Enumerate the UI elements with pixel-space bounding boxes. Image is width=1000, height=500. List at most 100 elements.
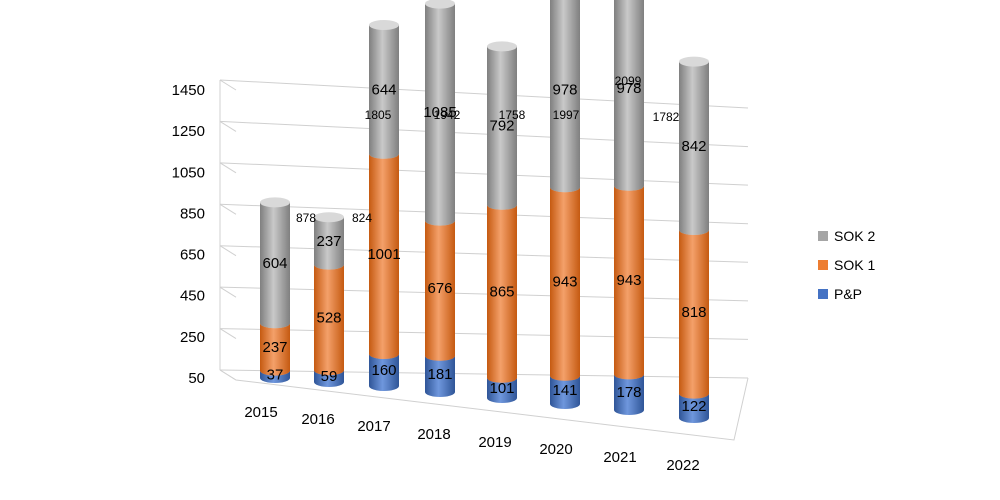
bar-segment-sok-1	[260, 323, 290, 376]
bar-cap	[369, 20, 399, 30]
y-tick-label: 450	[180, 288, 205, 305]
x-tick-label: 2016	[301, 411, 334, 428]
bar-segment-sok-2	[314, 217, 344, 270]
data-label: 181	[427, 366, 452, 383]
data-label: 237	[262, 339, 287, 356]
bar-segment-sok-1	[487, 204, 517, 383]
gridline-back	[219, 79, 749, 109]
data-label: 141	[552, 382, 577, 399]
gridline-side	[219, 79, 237, 91]
bar-segment-sok-1	[550, 187, 580, 381]
gridline-side	[219, 162, 237, 174]
data-labels: 37 237 604 59 528 237 160 1001 644 181 676 1085 101 8…	[262, 74, 706, 415]
data-label: 528	[316, 309, 341, 326]
data-label: 122	[681, 398, 706, 415]
bar-2020	[550, 0, 580, 409]
gridline-back	[219, 328, 749, 340]
bar-segment-sok-1	[614, 185, 644, 380]
gridline-back	[219, 369, 749, 379]
bar-2016	[314, 212, 344, 387]
data-label: 644	[371, 81, 396, 98]
data-label: 604	[262, 255, 287, 272]
x-tick-label: 2017	[357, 418, 390, 435]
total-label: 1782	[653, 110, 680, 124]
bar-2019	[487, 41, 517, 403]
data-label: 59	[321, 368, 338, 385]
gridline-side	[219, 245, 237, 257]
floor-outline	[219, 369, 749, 441]
bar-segment-p-p	[679, 393, 709, 423]
legend: SOK 2 SOK 1 P&P	[818, 228, 875, 302]
gridline-back	[219, 203, 749, 225]
y-tick-label: 650	[180, 247, 205, 264]
total-label: 1805	[365, 108, 392, 122]
data-label: 1001	[367, 246, 400, 263]
bar-segment-sok-2	[260, 202, 290, 329]
y-tick-label: 850	[180, 205, 205, 222]
data-label: 676	[427, 280, 452, 297]
y-tick-label: 1050	[172, 164, 205, 181]
gridline-side	[219, 203, 237, 215]
data-label: 178	[616, 384, 641, 401]
data-label: 160	[371, 362, 396, 379]
bar-segment-sok-2	[425, 3, 455, 226]
bar-segment-p-p	[487, 377, 517, 403]
bar-cap	[260, 197, 290, 208]
total-label: 2099	[615, 74, 642, 88]
y-tick-label: 250	[180, 329, 205, 346]
bar-2022	[679, 56, 709, 423]
data-label: 865	[489, 283, 514, 300]
bar-cap	[487, 41, 517, 52]
legend-swatch	[818, 231, 828, 241]
x-tick-label: 2022	[666, 457, 699, 474]
data-label: 1085	[423, 104, 456, 121]
bar-cap	[425, 0, 455, 9]
bar-cap	[314, 212, 344, 223]
data-label: 792	[489, 118, 514, 135]
legend-item: SOK 2	[818, 228, 875, 244]
bar-2021	[614, 0, 644, 415]
gridline-back	[219, 245, 749, 263]
gridline-side	[219, 121, 237, 132]
gridlines	[219, 79, 749, 441]
legend-label: P&P	[834, 286, 862, 302]
x-tick-label: 2020	[539, 441, 572, 458]
data-label: 978	[552, 81, 577, 98]
data-label: 37	[267, 366, 284, 383]
bar-2015	[260, 197, 290, 383]
legend-label: SOK 1	[834, 257, 875, 273]
legend-swatch	[818, 260, 828, 270]
bar-cap	[679, 56, 709, 67]
data-label: 978	[616, 80, 641, 97]
y-tick-label: 1450	[172, 82, 205, 99]
gridline-back	[219, 162, 749, 186]
data-label: 237	[316, 233, 341, 250]
total-label: 1942	[434, 108, 461, 122]
bar-segment-sok-2	[614, 0, 644, 191]
data-label: 101	[489, 380, 514, 397]
bar-segment-p-p	[369, 354, 399, 391]
bar-segment-sok-1	[679, 230, 709, 399]
data-label: 818	[681, 304, 706, 321]
y-tick-label: 50	[188, 370, 205, 387]
y-axis: 1450 1250 1050 850 650 450 250 50	[172, 82, 205, 387]
bars	[260, 0, 709, 423]
bar-segment-sok-1	[314, 264, 344, 376]
gridline-back	[219, 286, 749, 302]
total-label: 1758	[499, 108, 526, 122]
data-label: 842	[681, 138, 706, 155]
bar-segment-sok-1	[425, 220, 455, 361]
bar-segment-sok-2	[550, 0, 580, 193]
bar-segment-sok-2	[487, 46, 517, 210]
bar-2017	[369, 20, 399, 391]
legend-item: P&P	[818, 286, 862, 302]
total-label: 824	[352, 211, 372, 225]
bar-segment-p-p	[614, 374, 644, 415]
total-label: 878	[296, 211, 316, 225]
legend-item: SOK 1	[818, 257, 875, 273]
x-tick-label: 2015	[244, 404, 277, 421]
total-label: 1997	[553, 108, 580, 122]
x-axis-labels: 2015 2016 2017 2018 2019 2020 2021 2022	[244, 404, 699, 474]
